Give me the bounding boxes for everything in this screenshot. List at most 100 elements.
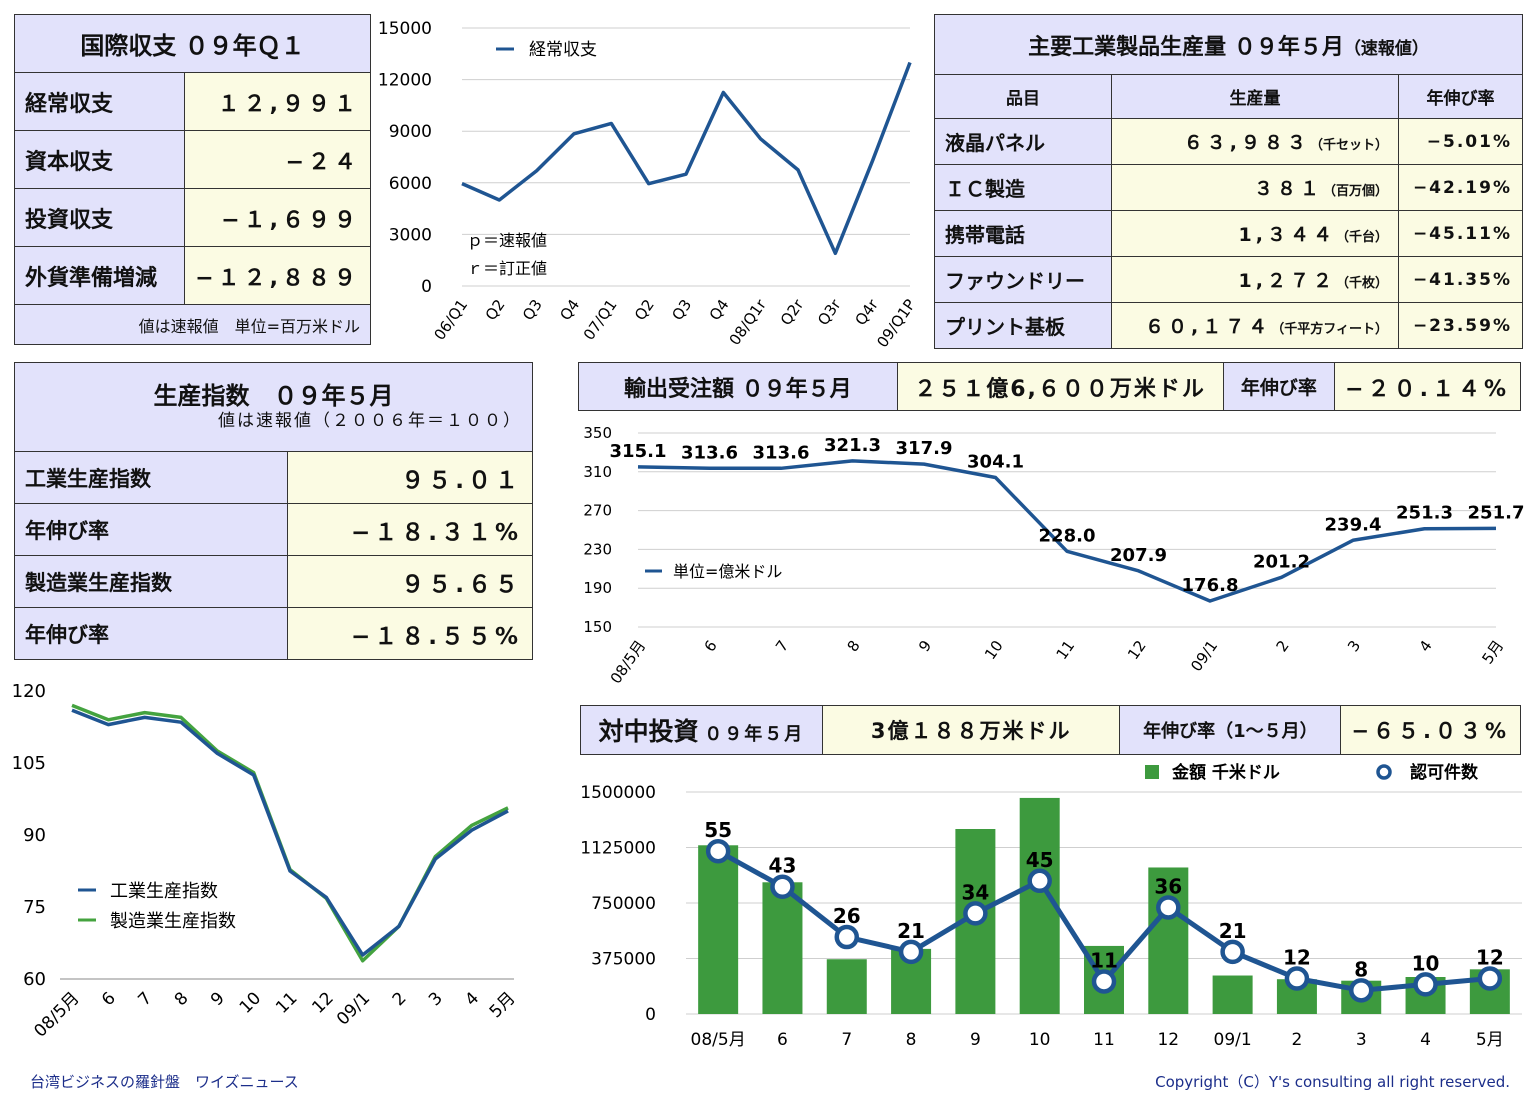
data-label: 313.6 [681, 442, 738, 463]
y-tick-label: 105 [12, 753, 46, 774]
x-tick-label: 5月 [486, 988, 520, 1022]
production-volume: ６３,９８３ [1183, 132, 1310, 154]
legend-label: 製造業生産指数 [110, 911, 236, 932]
count-marker [963, 901, 988, 926]
data-label: 304.1 [967, 452, 1024, 473]
x-tick-label: 2 [389, 988, 411, 1010]
china-header: 対中投資 ０９年５月 3億１８８万米ドル 年伸び率（1〜５月） −６５.０３% [580, 705, 1521, 755]
x-tick-label: 9 [207, 988, 229, 1010]
footer-right: Copyright（C）Y's consulting all right res… [1155, 1073, 1510, 1091]
count-marker [1091, 969, 1117, 994]
x-tick-label: 3 [1356, 1030, 1367, 1050]
production-header-growth: 年伸び率 [1398, 74, 1523, 119]
production-growth: −5.01% [1398, 118, 1523, 165]
y-tick-label: 6000 [389, 174, 432, 194]
data-label: 21 [897, 919, 925, 943]
export-growth: −２０.１４% [1334, 362, 1521, 411]
x-tick-label: 08/5月 [30, 988, 83, 1041]
production-growth: −23.59% [1398, 302, 1523, 349]
data-label: 43 [769, 854, 797, 878]
x-tick-label: 09/1 [1187, 637, 1221, 675]
x-tick-label: Q4 [706, 296, 733, 324]
production-volume: 1,２７２ [1238, 270, 1336, 292]
production-header-volume: 生産量 [1111, 74, 1399, 119]
x-tick-label: 11 [1053, 637, 1079, 663]
x-tick-label: 09/1 [1214, 1030, 1252, 1050]
production-growth: −41.35% [1398, 256, 1523, 303]
data-label: 36 [1154, 874, 1182, 898]
data-label: 34 [961, 880, 989, 904]
x-tick-label: 10 [981, 637, 1007, 663]
x-tick-label: Q3 [519, 296, 546, 324]
annotation: ｒ＝訂正値 [467, 259, 547, 278]
index-label: 年伸び率 [14, 607, 288, 660]
y-tick-label: 230 [583, 540, 612, 558]
x-tick-label: 08/5月 [607, 637, 650, 687]
data-label: 11 [1090, 948, 1118, 972]
y-tick-label: 60 [23, 969, 46, 990]
data-label: 317.9 [896, 438, 953, 459]
bop-value-reserve: −１２,８８９ [184, 246, 371, 305]
x-tick-label: 7 [841, 1030, 852, 1050]
bar [698, 845, 739, 1014]
data-label: 251.3 [1396, 503, 1453, 524]
bop-title: 国際収支 ０９年Ｑ１ [14, 14, 371, 73]
index-label: 年伸び率 [14, 503, 288, 556]
production-volume: ３８１ [1253, 178, 1323, 200]
x-tick-label: 06/Q1 [430, 296, 471, 344]
data-label: 251.7 [1468, 502, 1525, 523]
production-volume: ６０,１７４ [1145, 316, 1272, 338]
bar [762, 882, 803, 1014]
data-label: 21 [1219, 919, 1247, 943]
production-volume: 1,３４４ [1238, 224, 1336, 246]
bop-value-investment: −１,６９９ [184, 188, 371, 247]
x-tick-label: 12 [308, 988, 337, 1017]
x-tick-label: Q3 [668, 296, 695, 324]
production-item: ＩＣ製造 [934, 164, 1112, 211]
china-label-suffix: ０９年５月 [704, 724, 805, 745]
count-marker [1413, 972, 1438, 997]
legend-swatch [1376, 764, 1392, 780]
data-label: 55 [704, 818, 732, 842]
index-value: −１８.３１% [287, 503, 533, 556]
index-title: 生産指数 ０９年５月 [153, 382, 394, 411]
data-label: 313.6 [753, 442, 810, 463]
x-tick-label: 9 [915, 637, 935, 655]
production-item: 液晶パネル [934, 118, 1112, 165]
bop-label-investment: 投資収支 [13, 188, 186, 247]
series-line [461, 61, 912, 256]
count-marker [1284, 966, 1310, 991]
series-line [71, 708, 509, 957]
y-tick-label: 270 [583, 502, 612, 520]
data-label: 45 [1026, 848, 1054, 872]
x-tick-label: 9 [970, 1030, 981, 1050]
x-tick-label: 10 [236, 988, 265, 1017]
legend-swatch [1145, 765, 1159, 779]
legend-label: 単位=億米ドル [673, 562, 782, 581]
count-marker [1477, 966, 1503, 991]
export-label: 輸出受注額 ０９年５月 [578, 362, 898, 411]
x-tick-label: 09/1 [333, 988, 374, 1029]
export-orders-chart: 150 190 230 270 310 350 08/5月 6 7 8 9 10 11 12 09/1 2 3 4… [583, 424, 1525, 687]
x-tick-label: 8 [171, 988, 193, 1010]
production-unit: （百万個） [1322, 184, 1388, 199]
legend-label: 工業生産指数 [110, 881, 218, 902]
x-tick-label: 12 [1124, 637, 1150, 663]
data-label: 239.4 [1325, 514, 1382, 535]
y-tick-label: 310 [583, 463, 612, 481]
y-tick-label: 9000 [389, 122, 432, 142]
y-tick-label: 15000 [378, 19, 432, 39]
y-tick-label: 12000 [378, 71, 432, 91]
x-tick-label: 5月 [1476, 1030, 1504, 1050]
data-label: 12 [1476, 945, 1504, 969]
y-tick-label: 1125000 [580, 839, 656, 859]
bar [1148, 867, 1189, 1014]
index-subtitle: 値は速報値（２００６年＝１００） [218, 411, 522, 432]
x-tick-label: 4 [461, 988, 483, 1010]
index-label: 製造業生産指数 [14, 555, 288, 608]
x-tick-label: 8 [844, 637, 864, 655]
x-tick-label: Q2 [482, 296, 509, 324]
x-tick-label: 09/Q1P [873, 296, 919, 351]
